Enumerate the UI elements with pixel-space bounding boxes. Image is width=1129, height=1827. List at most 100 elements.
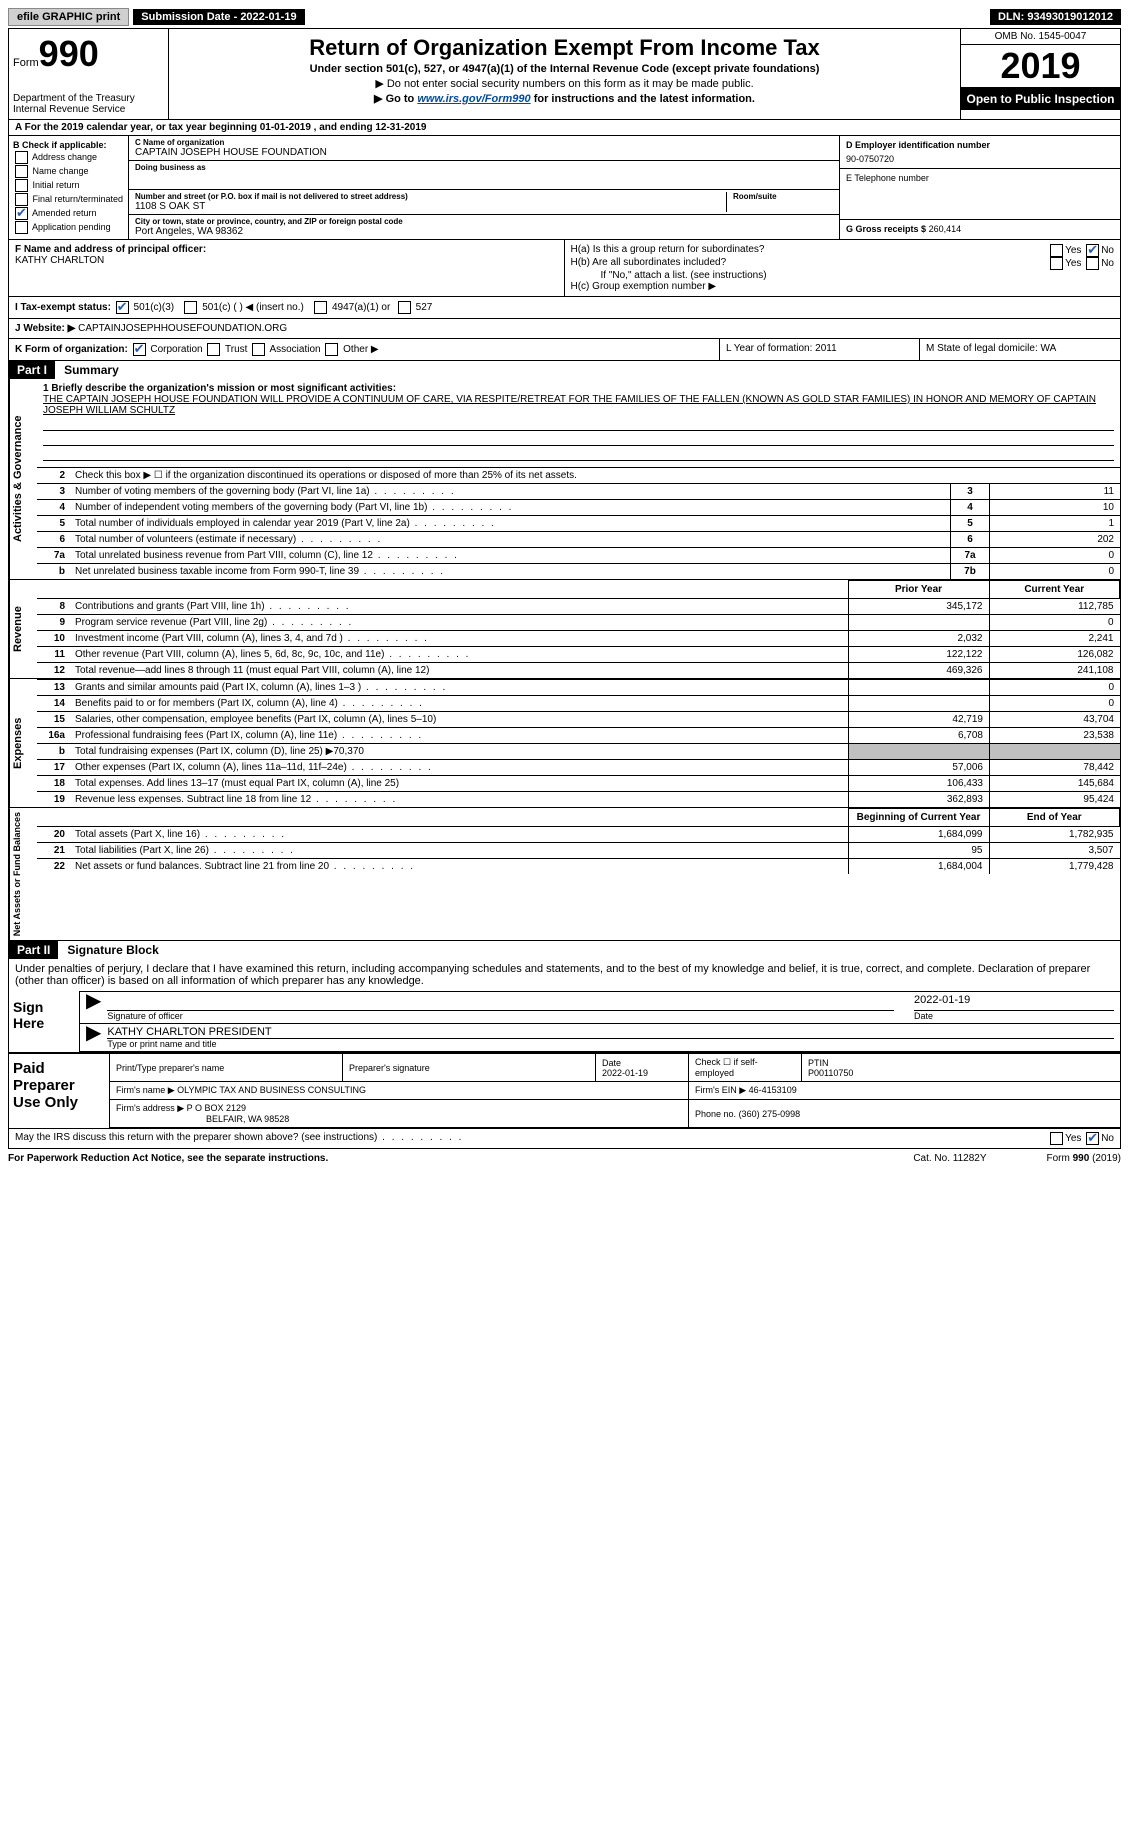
org-name-label: C Name of organization <box>135 138 833 147</box>
l20c: 1,782,935 <box>989 827 1120 843</box>
l8p: 345,172 <box>848 599 989 615</box>
form-subtitle: Under section 501(c), 527, or 4947(a)(1)… <box>173 63 956 75</box>
ein-value: 90-0750720 <box>846 154 1114 164</box>
cb-4947[interactable] <box>314 301 327 314</box>
cb-501c[interactable] <box>184 301 197 314</box>
sig-marker-icon-2: ▶ <box>86 1026 107 1049</box>
l21: Total liabilities (Part X, line 26) <box>71 843 848 859</box>
ha-yesno: Yes No <box>1048 244 1114 257</box>
firm-addr1: P O BOX 2129 <box>187 1103 246 1113</box>
row-f-h: F Name and address of principal officer:… <box>9 239 1120 296</box>
col-h-group: H(a) Is this a group return for subordin… <box>565 240 1121 296</box>
form-number: 990 <box>39 33 99 74</box>
gross-label: G Gross receipts $ <box>846 224 926 234</box>
cb-association[interactable] <box>252 343 265 356</box>
cb-application-pending[interactable]: Application pending <box>13 221 124 234</box>
footer-right: Form 990 (2019) <box>1047 1153 1121 1164</box>
l7a: Total unrelated business revenue from Pa… <box>71 548 951 564</box>
l1-label: 1 Briefly describe the organization's mi… <box>43 383 1114 394</box>
part-1-header-row: Part I Summary <box>9 360 1120 379</box>
sig-officer-label: Signature of officer <box>107 1011 894 1021</box>
submission-date-label: Submission Date - 2022-01-19 <box>133 9 304 25</box>
row-k-form-org: K Form of organization: Corporation Trus… <box>9 339 720 360</box>
footer-left: For Paperwork Reduction Act Notice, see … <box>8 1153 328 1164</box>
l21p: 95 <box>848 843 989 859</box>
l15c: 43,704 <box>990 712 1121 728</box>
header-center: Return of Organization Exempt From Incom… <box>169 29 960 119</box>
l10c: 2,241 <box>989 631 1120 647</box>
header-left: Form990 Department of the Treasury Inter… <box>9 29 169 119</box>
goto-line: ▶ Go to www.irs.gov/Form990 for instruct… <box>173 92 956 105</box>
col-d-ids: D Employer identification number 90-0750… <box>840 136 1120 239</box>
cb-501c3[interactable] <box>116 301 129 314</box>
cb-amended-return[interactable]: Amended return <box>13 207 124 220</box>
netassets-label: Net Assets or Fund Balances <box>9 808 37 940</box>
l4: Number of independent voting members of … <box>71 500 951 516</box>
sign-here-label: Sign Here <box>9 991 79 1052</box>
cb-name-change[interactable]: Name change <box>13 165 124 178</box>
l11p: 122,122 <box>848 647 989 663</box>
revenue-table: Prior YearCurrent Year 8Contributions an… <box>37 580 1120 678</box>
cb-corporation[interactable] <box>133 343 146 356</box>
firm-phone: (360) 275-0998 <box>739 1109 801 1119</box>
firm-addr-label: Firm's address ▶ <box>116 1103 184 1113</box>
hb-label: H(b) Are all subordinates included? <box>571 257 727 270</box>
l10p: 2,032 <box>848 631 989 647</box>
cb-527[interactable] <box>398 301 411 314</box>
l9p <box>848 615 989 631</box>
may-irs-yesno: Yes No <box>1048 1132 1114 1145</box>
officer-name: KATHY CHARLTON <box>15 255 558 266</box>
dln-label: DLN: 93493019012012 <box>990 9 1121 25</box>
l9: Program service revenue (Part VIII, line… <box>71 615 848 631</box>
page-footer: For Paperwork Reduction Act Notice, see … <box>8 1149 1121 1168</box>
l16ap: 6,708 <box>849 728 990 744</box>
l7b: Net unrelated business taxable income fr… <box>71 564 951 580</box>
cb-other[interactable] <box>325 343 338 356</box>
irs-link[interactable]: www.irs.gov/Form990 <box>417 93 530 105</box>
goto-prefix: ▶ Go to <box>374 93 417 105</box>
may-irs-row: May the IRS discuss this return with the… <box>9 1128 1120 1148</box>
street-label: Number and street (or P.O. box if mail i… <box>135 192 726 201</box>
governance-label: Activities & Governance <box>9 379 37 579</box>
cb-trust[interactable] <box>207 343 220 356</box>
l13: Grants and similar amounts paid (Part IX… <box>71 680 849 696</box>
prior-header: Prior Year <box>848 581 989 599</box>
l22c: 1,779,428 <box>989 859 1120 875</box>
begin-header: Beginning of Current Year <box>848 809 989 827</box>
l18p: 106,433 <box>849 776 990 792</box>
cb-initial-return[interactable]: Initial return <box>13 179 124 192</box>
type-name-label: Type or print name and title <box>107 1039 1114 1049</box>
row-j-website: J Website: ▶ CAPTAINJOSEPHHOUSEFOUNDATIO… <box>9 318 1120 338</box>
cb-final-return[interactable]: Final return/terminated <box>13 193 124 206</box>
room-label: Room/suite <box>733 192 833 201</box>
row-k-l-m: K Form of organization: Corporation Trus… <box>9 338 1120 360</box>
tax-year: 2019 <box>961 45 1120 88</box>
l17: Other expenses (Part IX, column (A), lin… <box>71 760 849 776</box>
firm-ein-label: Firm's EIN ▶ <box>695 1085 746 1095</box>
l17c: 78,442 <box>990 760 1121 776</box>
firm-name: OLYMPIC TAX AND BUSINESS CONSULTING <box>177 1085 366 1095</box>
footer-center: Cat. No. 11282Y <box>913 1153 986 1164</box>
expenses-label: Expenses <box>9 679 37 807</box>
l8: Contributions and grants (Part VIII, lin… <box>71 599 848 615</box>
l9c: 0 <box>989 615 1120 631</box>
firm-ein: 46-4153109 <box>749 1085 797 1095</box>
street-value: 1108 S OAK ST <box>135 201 726 212</box>
l16b: Total fundraising expenses (Part IX, col… <box>71 744 849 760</box>
hb-note: If "No," attach a list. (see instruction… <box>571 270 1115 281</box>
part-2-title: Signature Block <box>61 943 158 957</box>
row-a-period: A For the 2019 calendar year, or tax yea… <box>9 120 1120 136</box>
city-label: City or town, state or province, country… <box>135 217 833 226</box>
tax-status-label: I Tax-exempt status: <box>15 302 111 313</box>
ssn-warning: ▶ Do not enter social security numbers o… <box>173 77 956 90</box>
efile-graphic-button[interactable]: efile GRAPHIC print <box>8 8 129 26</box>
date-label: Date <box>914 1011 1114 1021</box>
l7av: 0 <box>990 548 1121 564</box>
cb-address-change[interactable]: Address change <box>13 151 124 164</box>
l2: Check this box ▶ ☐ if the organization d… <box>71 468 1120 484</box>
col-c-org-info: C Name of organization CAPTAIN JOSEPH HO… <box>129 136 840 239</box>
sign-here-grid: Sign Here ▶ Signature of officer 2022-01… <box>9 991 1120 1052</box>
hb-yesno: Yes No <box>1048 257 1114 270</box>
l13p <box>849 680 990 696</box>
dept-label: Department of the Treasury <box>13 93 164 104</box>
